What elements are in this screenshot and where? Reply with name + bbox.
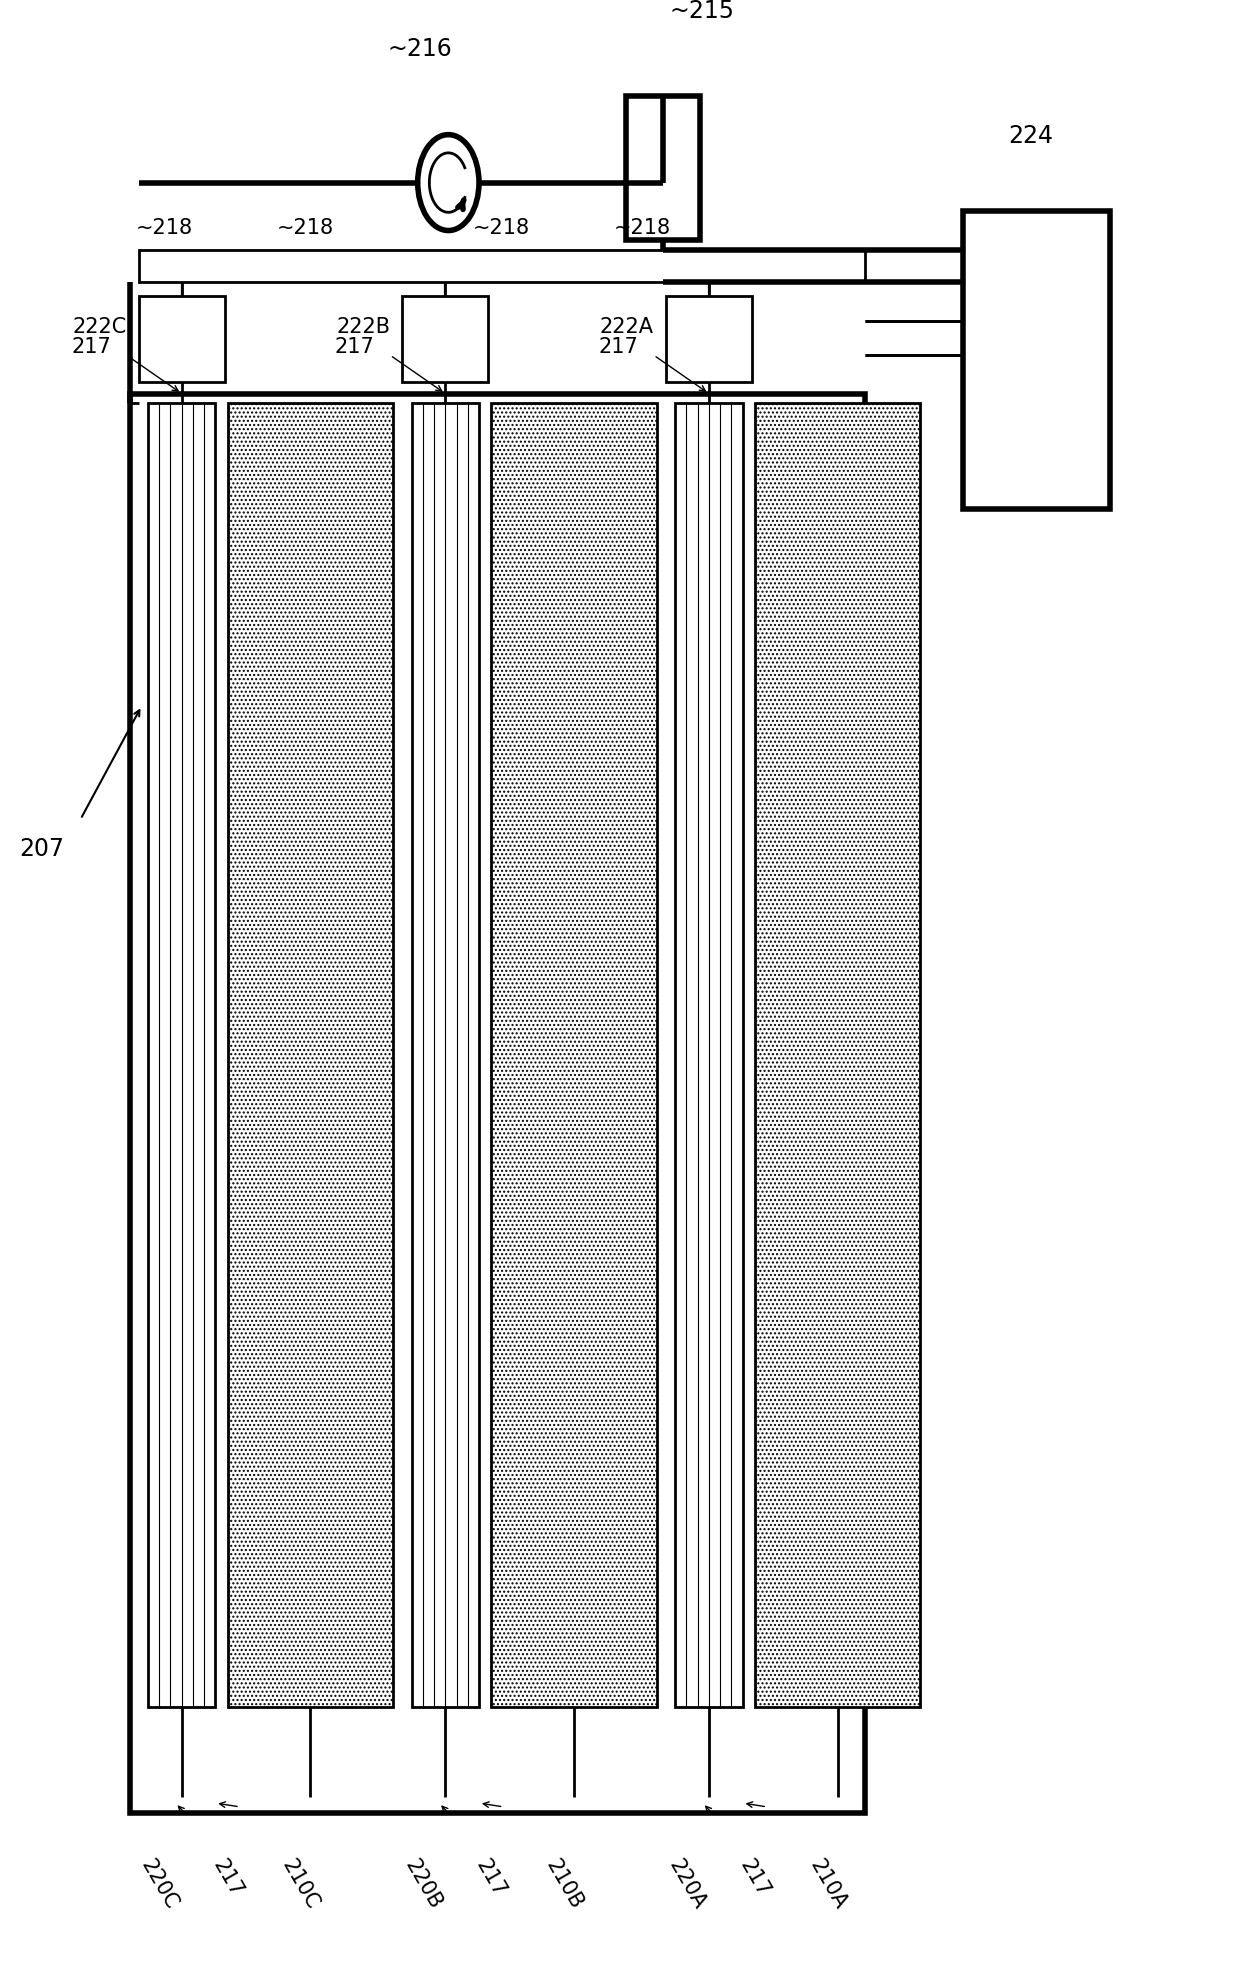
Bar (139, 296, 224, 383)
Text: ~218: ~218 (472, 217, 529, 237)
Text: 210C: 210C (278, 1855, 322, 1912)
Bar (963, 213, 1111, 509)
Text: ~218: ~218 (614, 217, 671, 237)
Text: 224: 224 (1008, 124, 1053, 148)
Bar (139, 251, 866, 284)
Bar (228, 404, 393, 1707)
Text: 222B: 222B (336, 318, 391, 337)
Text: 210B: 210B (542, 1855, 587, 1912)
Bar (129, 395, 866, 1813)
Bar (666, 296, 751, 383)
Text: 210A: 210A (806, 1855, 849, 1912)
Text: 220A: 220A (665, 1855, 709, 1912)
Text: ~218: ~218 (277, 217, 334, 237)
Text: 217: 217 (208, 1855, 246, 1900)
Bar (402, 296, 489, 383)
Text: 207: 207 (19, 837, 64, 860)
Text: ~216: ~216 (387, 37, 451, 61)
Text: 222C: 222C (72, 318, 126, 337)
Text: 217: 217 (72, 337, 112, 357)
Bar (148, 404, 216, 1707)
Bar (755, 404, 920, 1707)
Text: 217: 217 (335, 337, 374, 357)
Text: 217: 217 (599, 337, 639, 357)
Text: 217: 217 (472, 1855, 510, 1900)
Text: 222A: 222A (600, 318, 653, 337)
Bar (412, 404, 479, 1707)
Text: ~215: ~215 (670, 0, 734, 24)
Text: ~218: ~218 (135, 217, 192, 237)
Text: 220C: 220C (138, 1855, 182, 1912)
Text: 217: 217 (737, 1855, 774, 1900)
Text: 220B: 220B (401, 1855, 445, 1912)
Bar (675, 404, 743, 1707)
Bar (491, 404, 657, 1707)
Bar (626, 97, 699, 241)
